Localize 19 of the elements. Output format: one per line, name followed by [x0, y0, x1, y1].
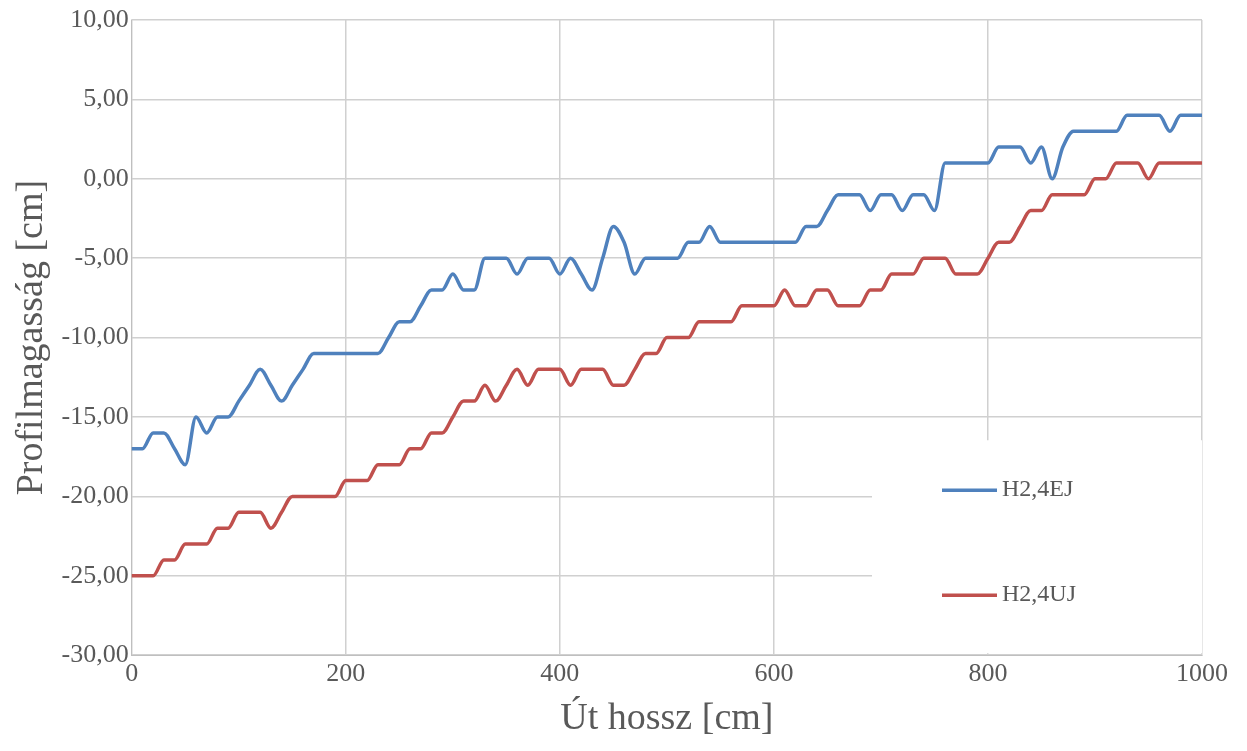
y-tick-label: -5,00: [74, 242, 129, 272]
y-tick-label: 0,00: [83, 162, 129, 192]
legend-label: H2,4EJ: [1002, 475, 1074, 502]
legend-label: H2,4UJ: [1002, 580, 1077, 607]
y-tick-label: -20,00: [61, 480, 129, 510]
x-tick-label: 400: [540, 657, 580, 687]
line-series: [131, 161, 1202, 578]
y-tick-label: -15,00: [61, 400, 129, 430]
y-tick-label: -25,00: [61, 559, 129, 589]
line-series: [131, 113, 1202, 467]
y-tick-label: 10,00: [70, 3, 129, 33]
x-tick-label: 800: [968, 657, 1008, 687]
y-tick-label: -10,00: [61, 321, 129, 351]
x-tick-label: 600: [754, 657, 794, 687]
y-tick-label: 5,00: [83, 83, 129, 113]
y-axis-title: Profilmagasság [cm]: [7, 179, 50, 496]
x-tick-label: 200: [326, 657, 366, 687]
x-axis-title: Út hossz [cm]: [560, 695, 774, 738]
x-tick-label: 1000: [1176, 657, 1228, 687]
